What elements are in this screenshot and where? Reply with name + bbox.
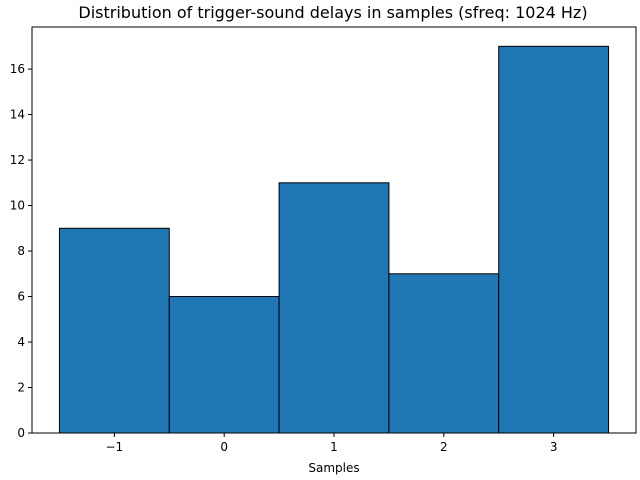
histogram-bar [168, 296, 280, 434]
x-tick-label: 0 [220, 440, 228, 454]
y-tick-label: 4 [17, 335, 25, 349]
y-tick-label: 6 [17, 290, 25, 304]
bars-group [58, 45, 610, 434]
y-axis: 0 2 4 6 8 10 12 14 16 [10, 62, 32, 440]
chart-title: Distribution of trigger-sound delays in … [78, 3, 587, 22]
histogram-bar [388, 273, 500, 434]
x-tick-label: 2 [440, 440, 448, 454]
histogram-bar [278, 182, 390, 434]
y-tick-label: 8 [17, 244, 25, 258]
y-tick-label: 0 [17, 426, 25, 440]
histogram-bar [58, 227, 170, 434]
y-tick-label: 16 [10, 62, 25, 76]
y-tick-label: 14 [10, 108, 25, 122]
x-tick-label: 1 [330, 440, 338, 454]
x-axis: −1 0 1 2 3 [106, 433, 558, 454]
x-tick-label: −1 [106, 440, 124, 454]
plot-frame [31, 26, 637, 434]
y-tick-label: 2 [17, 381, 25, 395]
histogram-bar [498, 45, 610, 434]
y-tick-label: 10 [10, 199, 25, 213]
x-axis-label: Samples [308, 461, 359, 475]
y-tick-label: 12 [10, 153, 25, 167]
x-tick-label: 3 [550, 440, 558, 454]
